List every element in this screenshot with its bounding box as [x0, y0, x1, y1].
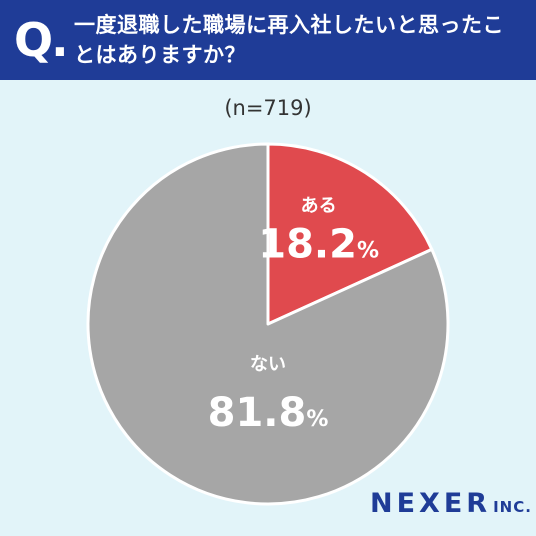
q-mark: Q.: [14, 13, 69, 67]
slice-value-0: 18.2%: [258, 221, 379, 267]
question-title: 一度退職した職場に再入社したいと思ったことはありますか？: [74, 13, 504, 67]
slice-value-1: 81.8%: [208, 390, 329, 436]
slice-label-1: ない: [250, 354, 286, 375]
slice-value-unit-0: %: [357, 238, 379, 263]
question-header: Q. 一度退職した職場に再入社したいと思ったことはありますか？: [0, 0, 536, 80]
slice-value-number-0: 18.2: [258, 221, 357, 267]
slice-label-0: ある: [301, 195, 337, 216]
slice-value-number-1: 81.8: [208, 390, 307, 436]
slice-value-unit-1: %: [306, 407, 328, 432]
brand-name: NEXER: [370, 488, 492, 519]
brand-logo: NEXER INC.: [370, 488, 532, 519]
pie-slice-1: [86, 142, 450, 506]
brand-suffix: INC.: [493, 498, 532, 516]
pie-slice-0: [266, 142, 434, 326]
sample-size: (n=719): [224, 96, 312, 120]
